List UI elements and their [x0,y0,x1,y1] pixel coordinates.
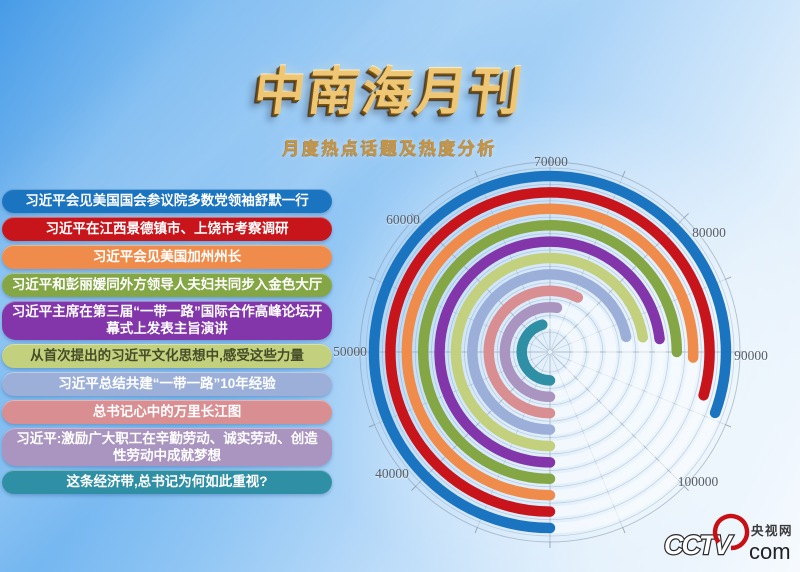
heat-arc-rank-6 [450,252,649,452]
heat-arc-rank-8 [483,285,584,419]
topic-pill: 习近平会见美国国会参议院多数党领袖舒默一行 [2,189,332,213]
heat-arc-rank-3 [401,203,699,501]
angle-axis-label: 90000 [734,348,768,363]
title-block: 中南海月刊 月度热点话题及热度分析 [215,50,565,159]
page-subtitle: 月度热点话题及热度分析 [282,139,498,158]
heat-arc-rank-10 [516,319,556,386]
page-title: 中南海月刊 [250,63,528,120]
topic-pill: 习近平在江西景德镇市、上饶市考察调研 [2,217,332,241]
angle-axis-label: 50000 [333,344,367,359]
topic-pill: 这条经济带,总书记为何如此重视? [2,470,332,495]
topic-pill: 总书记心中的万里长江图 [2,399,332,424]
cctv-logo-cn: 央视网 [751,523,793,538]
heat-arc-rank-4 [417,219,683,485]
cctv-logo-text: CCTV [664,530,733,560]
topic-pill: 从首次提出的习近平文化思想中,感受这些力量 [2,343,332,368]
cctv-logo: CCTV 央视网 com [663,502,798,566]
heat-arc-rank-7 [467,269,632,435]
angle-axis-label: 60000 [386,212,420,227]
angle-axis-label: 80000 [692,225,726,240]
topic-pill: 习近平主席在第三届“一带一路”国际合作高峰论坛开幕式上发表主旨演讲 [2,301,332,340]
cctv-logo-art: CCTV 央视网 com [663,513,793,564]
cctv-logo-com: com [749,539,791,564]
topic-pill: 习近平总结共建“一带一路”10年经验 [2,371,332,396]
topic-pill: 习近平会见美国加州州长 [2,245,332,269]
heat-arc-rank-2 [385,187,715,517]
topic-pill: 习近平和彭丽媛同外方领导人夫妇共同步入金色大厅 [2,273,332,297]
topic-list: 习近平会见美国国会参议院多数党领袖舒默一行 习近平在江西景德镇市、上饶市考察调研习… [2,189,332,495]
chart-background-glow [290,95,800,572]
cctv-logo-swoosh-icon [712,513,750,551]
heat-arc-rank-9 [499,301,563,403]
angle-axis-label: 100000 [677,474,719,489]
topic-pill: 习近平:激励广大职工在辛勤劳动、诚实劳动、创造性劳动中成就梦想 [2,427,332,467]
angle-axis-label: 40000 [375,466,409,481]
heat-arc-rank-5 [434,236,665,468]
heat-arc-rank-1 [368,170,732,534]
